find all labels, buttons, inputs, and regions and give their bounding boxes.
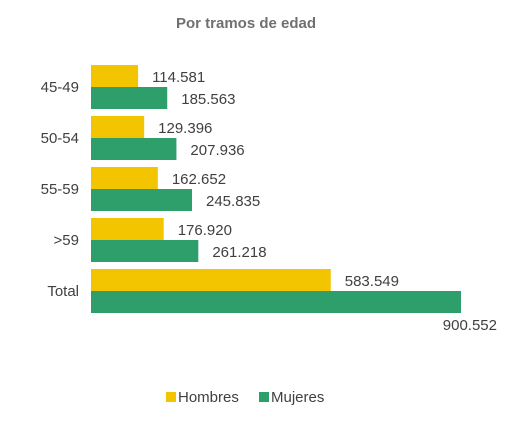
category-label: Total	[47, 283, 79, 300]
mujeres-bar	[91, 291, 461, 313]
hombres-value-label: 162.652	[172, 171, 226, 188]
hombres-bar	[91, 218, 164, 240]
mujeres-value-label: 207.936	[190, 142, 244, 159]
category-label: 45-49	[41, 79, 79, 96]
mujeres-bar	[91, 138, 177, 160]
hombres-value-label: 176.920	[178, 222, 232, 239]
mujeres-value-label: 185.563	[181, 91, 235, 108]
category-label: >59	[54, 232, 79, 249]
mujeres-bar	[91, 240, 199, 262]
mujeres-legend-label: Mujeres	[271, 389, 324, 406]
mujeres-legend-swatch	[259, 392, 269, 402]
hombres-legend-swatch	[166, 392, 176, 402]
category-label: 50-54	[41, 130, 79, 147]
hombres-value-label: 583.549	[345, 273, 399, 290]
mujeres-bar	[91, 189, 193, 211]
legend: Hombres Mujeres	[166, 389, 324, 406]
category-label: 55-59	[41, 181, 79, 198]
chart-title: Por tramos de edad	[176, 15, 316, 32]
hombres-bar	[91, 167, 158, 189]
mujeres-value-label: 261.218	[212, 244, 266, 261]
plot-area: 45-49 114.581 185.563 50-54 129.396 207.936 55…	[41, 65, 497, 334]
hombres-bar	[91, 269, 331, 291]
mujeres-bar	[91, 87, 168, 109]
hombres-value-label: 129.396	[158, 120, 212, 137]
hombres-bar	[91, 116, 145, 138]
hombres-legend-label: Hombres	[178, 389, 239, 406]
mujeres-value-label: 900.552	[443, 317, 497, 334]
hombres-value-label: 114.581	[152, 69, 205, 86]
mujeres-value-label: 245.835	[206, 193, 260, 210]
hombres-bar	[91, 65, 139, 87]
